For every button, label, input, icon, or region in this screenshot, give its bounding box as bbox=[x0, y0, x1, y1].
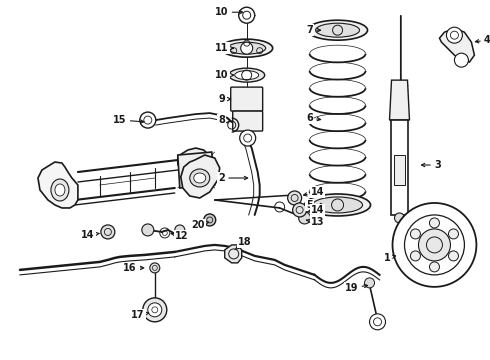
Text: 20: 20 bbox=[191, 220, 209, 230]
Circle shape bbox=[429, 262, 440, 272]
Polygon shape bbox=[181, 155, 220, 198]
Circle shape bbox=[150, 263, 160, 273]
Ellipse shape bbox=[229, 68, 265, 82]
Circle shape bbox=[454, 53, 468, 67]
Text: 6: 6 bbox=[306, 113, 320, 123]
Circle shape bbox=[288, 191, 302, 205]
Polygon shape bbox=[178, 152, 215, 188]
Text: 9: 9 bbox=[219, 94, 231, 104]
Circle shape bbox=[365, 278, 374, 288]
Circle shape bbox=[240, 130, 256, 146]
Ellipse shape bbox=[55, 184, 65, 196]
Text: 5: 5 bbox=[306, 200, 323, 210]
Ellipse shape bbox=[190, 169, 210, 187]
Text: 14: 14 bbox=[303, 187, 324, 197]
Ellipse shape bbox=[51, 179, 69, 201]
Ellipse shape bbox=[228, 42, 266, 54]
Text: 10: 10 bbox=[215, 7, 243, 17]
Circle shape bbox=[446, 27, 463, 43]
FancyBboxPatch shape bbox=[231, 87, 263, 111]
Circle shape bbox=[204, 214, 216, 226]
Text: 15: 15 bbox=[113, 115, 144, 125]
Text: 16: 16 bbox=[123, 263, 144, 273]
Circle shape bbox=[101, 225, 115, 239]
Circle shape bbox=[369, 314, 386, 330]
Circle shape bbox=[411, 251, 420, 261]
Text: 18: 18 bbox=[235, 237, 251, 250]
Ellipse shape bbox=[220, 39, 272, 57]
Text: 8: 8 bbox=[218, 115, 231, 125]
Text: 13: 13 bbox=[307, 217, 324, 227]
Text: 14: 14 bbox=[81, 230, 99, 240]
Ellipse shape bbox=[316, 23, 360, 37]
Circle shape bbox=[142, 224, 154, 236]
Circle shape bbox=[148, 303, 162, 317]
Circle shape bbox=[241, 42, 253, 54]
Polygon shape bbox=[38, 162, 78, 208]
Bar bbox=[391, 120, 409, 215]
Circle shape bbox=[448, 251, 459, 261]
Circle shape bbox=[239, 7, 255, 23]
Polygon shape bbox=[225, 245, 242, 263]
Circle shape bbox=[411, 229, 420, 239]
Text: 19: 19 bbox=[345, 283, 368, 293]
Circle shape bbox=[143, 298, 167, 322]
Text: 2: 2 bbox=[219, 173, 247, 183]
Polygon shape bbox=[440, 28, 474, 62]
Ellipse shape bbox=[308, 20, 368, 40]
Text: 10: 10 bbox=[215, 70, 234, 80]
Circle shape bbox=[448, 229, 459, 239]
Text: 4: 4 bbox=[475, 35, 490, 45]
Ellipse shape bbox=[235, 71, 259, 80]
FancyBboxPatch shape bbox=[233, 111, 263, 131]
Ellipse shape bbox=[305, 194, 370, 216]
Text: 3: 3 bbox=[421, 160, 441, 170]
Text: 1: 1 bbox=[384, 253, 395, 263]
Circle shape bbox=[429, 218, 440, 228]
Ellipse shape bbox=[194, 173, 206, 183]
Polygon shape bbox=[390, 80, 410, 120]
Circle shape bbox=[394, 213, 405, 223]
Text: 17: 17 bbox=[131, 310, 149, 320]
Circle shape bbox=[298, 212, 311, 224]
Text: 11: 11 bbox=[215, 43, 233, 53]
Circle shape bbox=[293, 203, 307, 217]
Polygon shape bbox=[178, 148, 212, 180]
Circle shape bbox=[175, 225, 185, 235]
Bar bbox=[393, 155, 406, 185]
Text: 7: 7 bbox=[306, 25, 320, 35]
Circle shape bbox=[392, 203, 476, 287]
Ellipse shape bbox=[313, 197, 363, 213]
Text: 14: 14 bbox=[307, 205, 324, 215]
Text: 12: 12 bbox=[171, 231, 189, 241]
Circle shape bbox=[418, 229, 450, 261]
Circle shape bbox=[140, 112, 156, 128]
